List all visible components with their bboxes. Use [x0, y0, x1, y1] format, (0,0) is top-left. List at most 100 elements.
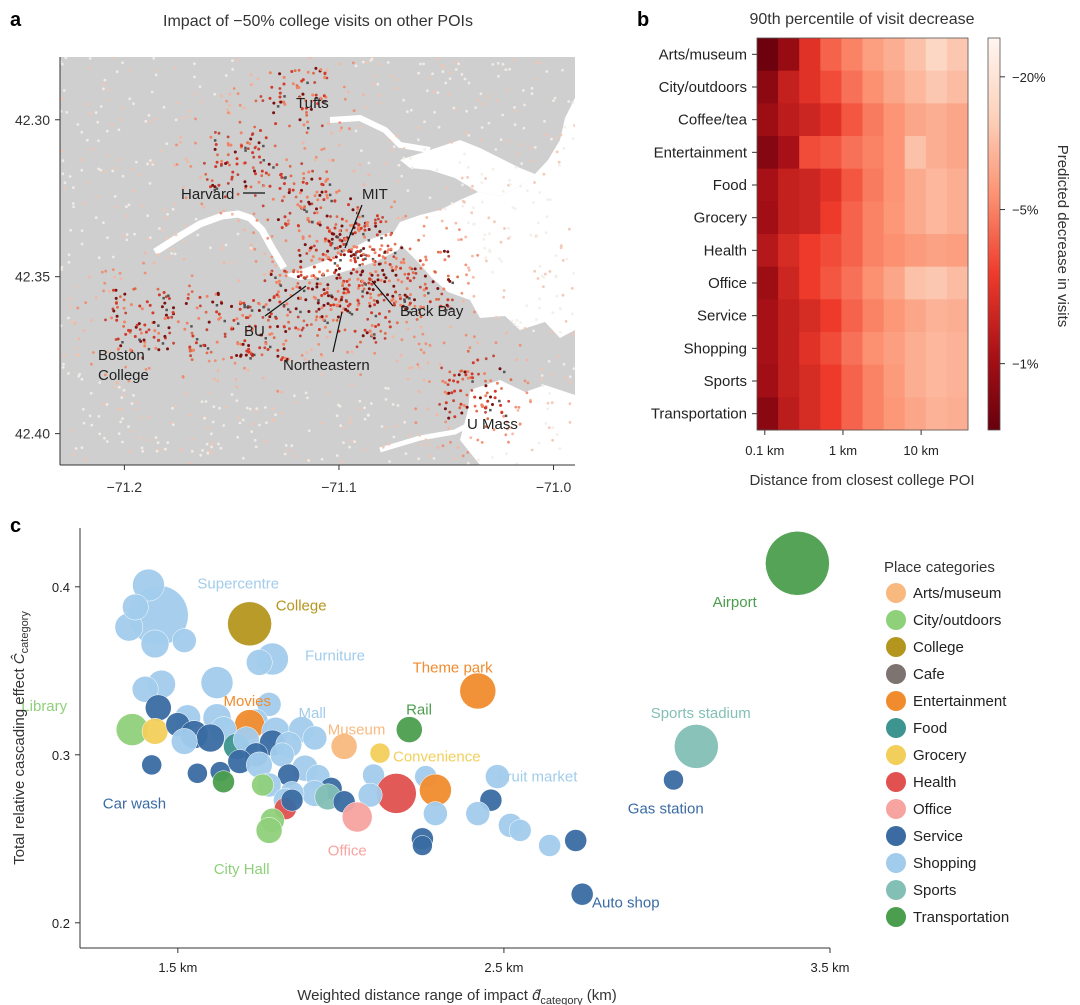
map-poi-dot [326, 287, 330, 290]
map-poi-dot [304, 298, 308, 302]
map-poi-dot [321, 252, 325, 256]
map-poi-dot [270, 235, 274, 238]
map-poi-dot [501, 189, 505, 193]
map-poi-dot [519, 321, 522, 324]
map-poi-dot [541, 384, 544, 387]
map-poi-dot [324, 314, 328, 318]
map-poi-dot [476, 341, 479, 345]
map-college-poi [358, 263, 361, 267]
map-poi-dot [356, 207, 360, 211]
map-poi-dot [98, 381, 102, 384]
map-college-poi [364, 283, 367, 286]
map-poi-dot [175, 163, 179, 166]
map-poi-dot [142, 261, 146, 265]
map-poi-dot [377, 101, 381, 105]
heatmap-cell [883, 266, 906, 300]
map-poi-dot [571, 137, 575, 140]
map-poi-dot [226, 153, 230, 157]
map-poi-dot [357, 215, 361, 219]
map-poi-dot [235, 354, 239, 357]
map-poi-dot [534, 318, 538, 322]
map-college-poi [161, 342, 165, 345]
map-poi-dot [288, 327, 291, 331]
map-poi-dot [448, 77, 452, 80]
legend-label: College [913, 639, 964, 656]
map-poi-dot [327, 229, 331, 233]
map-poi-dot [479, 138, 483, 142]
map-poi-dot [278, 300, 282, 304]
map-poi-dot [525, 304, 529, 308]
map-poi-dot [399, 266, 403, 270]
map-poi-dot [260, 174, 264, 178]
map-poi-dot [236, 92, 240, 96]
map-poi-dot [321, 372, 324, 376]
map-poi-dot [297, 248, 301, 252]
heatmap-cell [904, 364, 927, 398]
map-poi-dot [360, 270, 364, 274]
map-college-poi [336, 236, 340, 239]
map-poi-dot [491, 403, 494, 406]
map-poi-dot [214, 143, 218, 146]
map-poi-dot [172, 341, 176, 345]
map-poi-dot [362, 183, 366, 187]
map-poi-dot [127, 379, 131, 383]
map-poi-dot [397, 163, 401, 167]
map-poi-dot [104, 269, 108, 273]
map-poi-dot [461, 454, 465, 458]
heatmap-cell [946, 397, 969, 431]
map-poi-dot [373, 351, 376, 355]
map-poi-dot [384, 316, 388, 319]
map-poi-dot [428, 344, 432, 347]
map-poi-dot [347, 203, 350, 207]
map-poi-dot [422, 351, 426, 355]
map-poi-dot [267, 162, 271, 166]
map-poi-dot [365, 254, 368, 257]
map-poi-dot [557, 355, 560, 359]
heatmap-cell [883, 234, 906, 268]
map-poi-dot [263, 252, 267, 256]
heatmap-cell [925, 299, 948, 333]
map-poi-dot [384, 233, 388, 237]
map-poi-dot [249, 185, 253, 189]
map-poi-dot [391, 294, 395, 298]
legend-label: Shopping [913, 855, 976, 872]
map-poi-dot [443, 407, 447, 411]
map-poi-dot [318, 220, 322, 224]
map-poi-dot [74, 285, 78, 288]
map-poi-dot [346, 350, 349, 354]
map-poi-dot [373, 221, 377, 225]
legend-label: Health [913, 774, 956, 791]
heatmap-cell [841, 332, 863, 366]
map-poi-dot [387, 442, 391, 446]
map-poi-dot [349, 416, 353, 420]
map-poi-dot [424, 255, 428, 259]
map-poi-dot [439, 250, 442, 254]
map-poi-dot [357, 284, 361, 288]
map-poi-dot [336, 303, 340, 307]
heatmap-cell [925, 70, 948, 104]
heatmap-row-label: Grocery [694, 210, 748, 227]
map-poi-dot [248, 314, 252, 318]
map-poi-dot [325, 196, 329, 200]
map-poi-dot [245, 406, 249, 410]
map-poi-dot [322, 147, 326, 151]
map-college-poi [408, 310, 412, 314]
scatter-y-tick-label: 0.3 [52, 748, 70, 763]
map-poi-dot [86, 138, 89, 142]
map-poi-dot [119, 420, 123, 424]
map-poi-dot [147, 438, 151, 442]
map-poi-dot [302, 177, 306, 180]
map-poi-dot [186, 115, 190, 118]
map-poi-dot [61, 366, 65, 369]
map-poi-dot [170, 315, 174, 319]
map-poi-dot [551, 438, 554, 442]
map-poi-dot [357, 407, 361, 411]
map-poi-dot [294, 401, 298, 404]
map-poi-dot [171, 207, 175, 211]
map-poi-dot [358, 163, 362, 167]
map-poi-dot [561, 259, 565, 262]
map-poi-dot [402, 98, 405, 102]
map-poi-dot [558, 307, 562, 311]
map-poi-dot [356, 250, 360, 253]
map-y-tick-label: 42.30 [15, 112, 50, 128]
